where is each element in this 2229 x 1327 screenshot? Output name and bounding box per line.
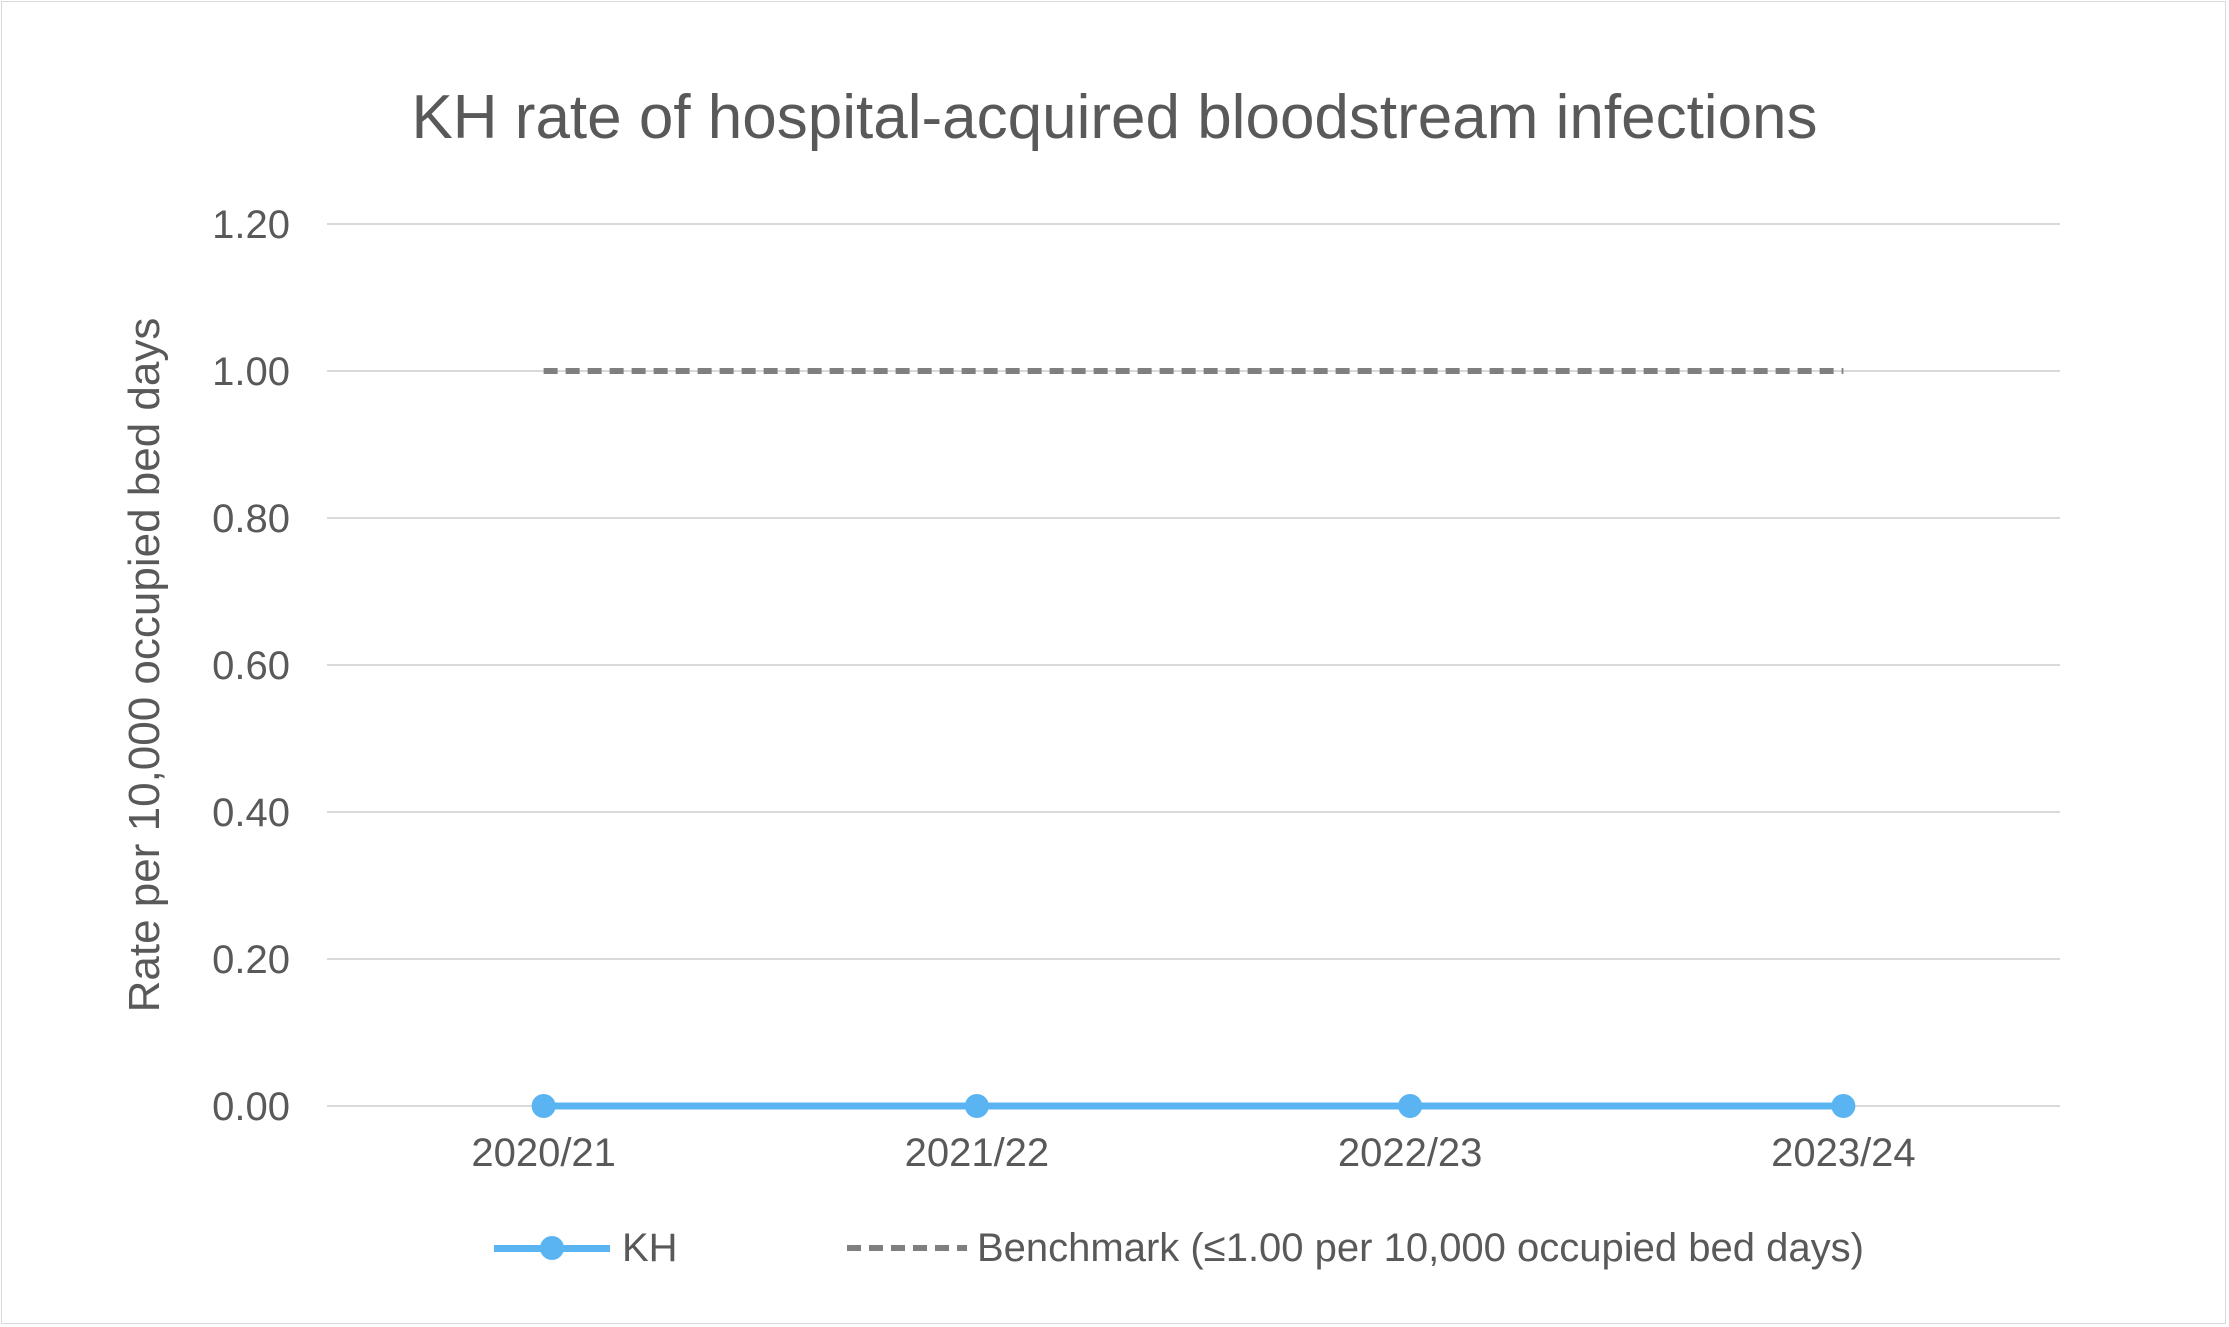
y-tick-label: 0.00	[212, 1085, 290, 1129]
chart-legend: KH Benchmark (≤1.00 per 10,000 occupied …	[0, 1218, 2229, 1278]
data-point-kh	[1831, 1094, 1856, 1118]
chart-title: KH rate of hospital-acquired bloodstream…	[411, 83, 1818, 152]
x-tick-label: 2021/22	[905, 1131, 1050, 1175]
legend-label-kh: KH	[622, 1225, 678, 1270]
x-tick-label: 2022/23	[1338, 1131, 1483, 1175]
data-point-kh	[1398, 1094, 1423, 1118]
y-tick-label: 0.20	[212, 938, 290, 982]
legend-item-benchmark: Benchmark (≤1.00 per 10,000 occupied bed…	[845, 1218, 1864, 1278]
legend-swatch-kh	[490, 1228, 614, 1268]
y-tick-label: 0.80	[212, 497, 290, 541]
y-tick-label: 1.20	[212, 203, 290, 247]
x-tick-label: 2020/21	[471, 1131, 616, 1175]
y-tick-label: 0.60	[212, 644, 290, 688]
y-tick-label: 0.40	[212, 791, 290, 835]
y-tick-label: 1.00	[212, 350, 290, 394]
x-tick-label: 2023/24	[1771, 1131, 1916, 1175]
legend-label-benchmark: Benchmark (≤1.00 per 10,000 occupied bed…	[977, 1225, 1864, 1270]
data-point-kh	[964, 1094, 989, 1118]
y-axis-label: Rate per 10,000 occupied bed days	[120, 317, 169, 1013]
data-point-kh	[531, 1094, 556, 1118]
legend-swatch-benchmark	[845, 1228, 969, 1268]
legend-item-kh: KH	[490, 1218, 678, 1278]
